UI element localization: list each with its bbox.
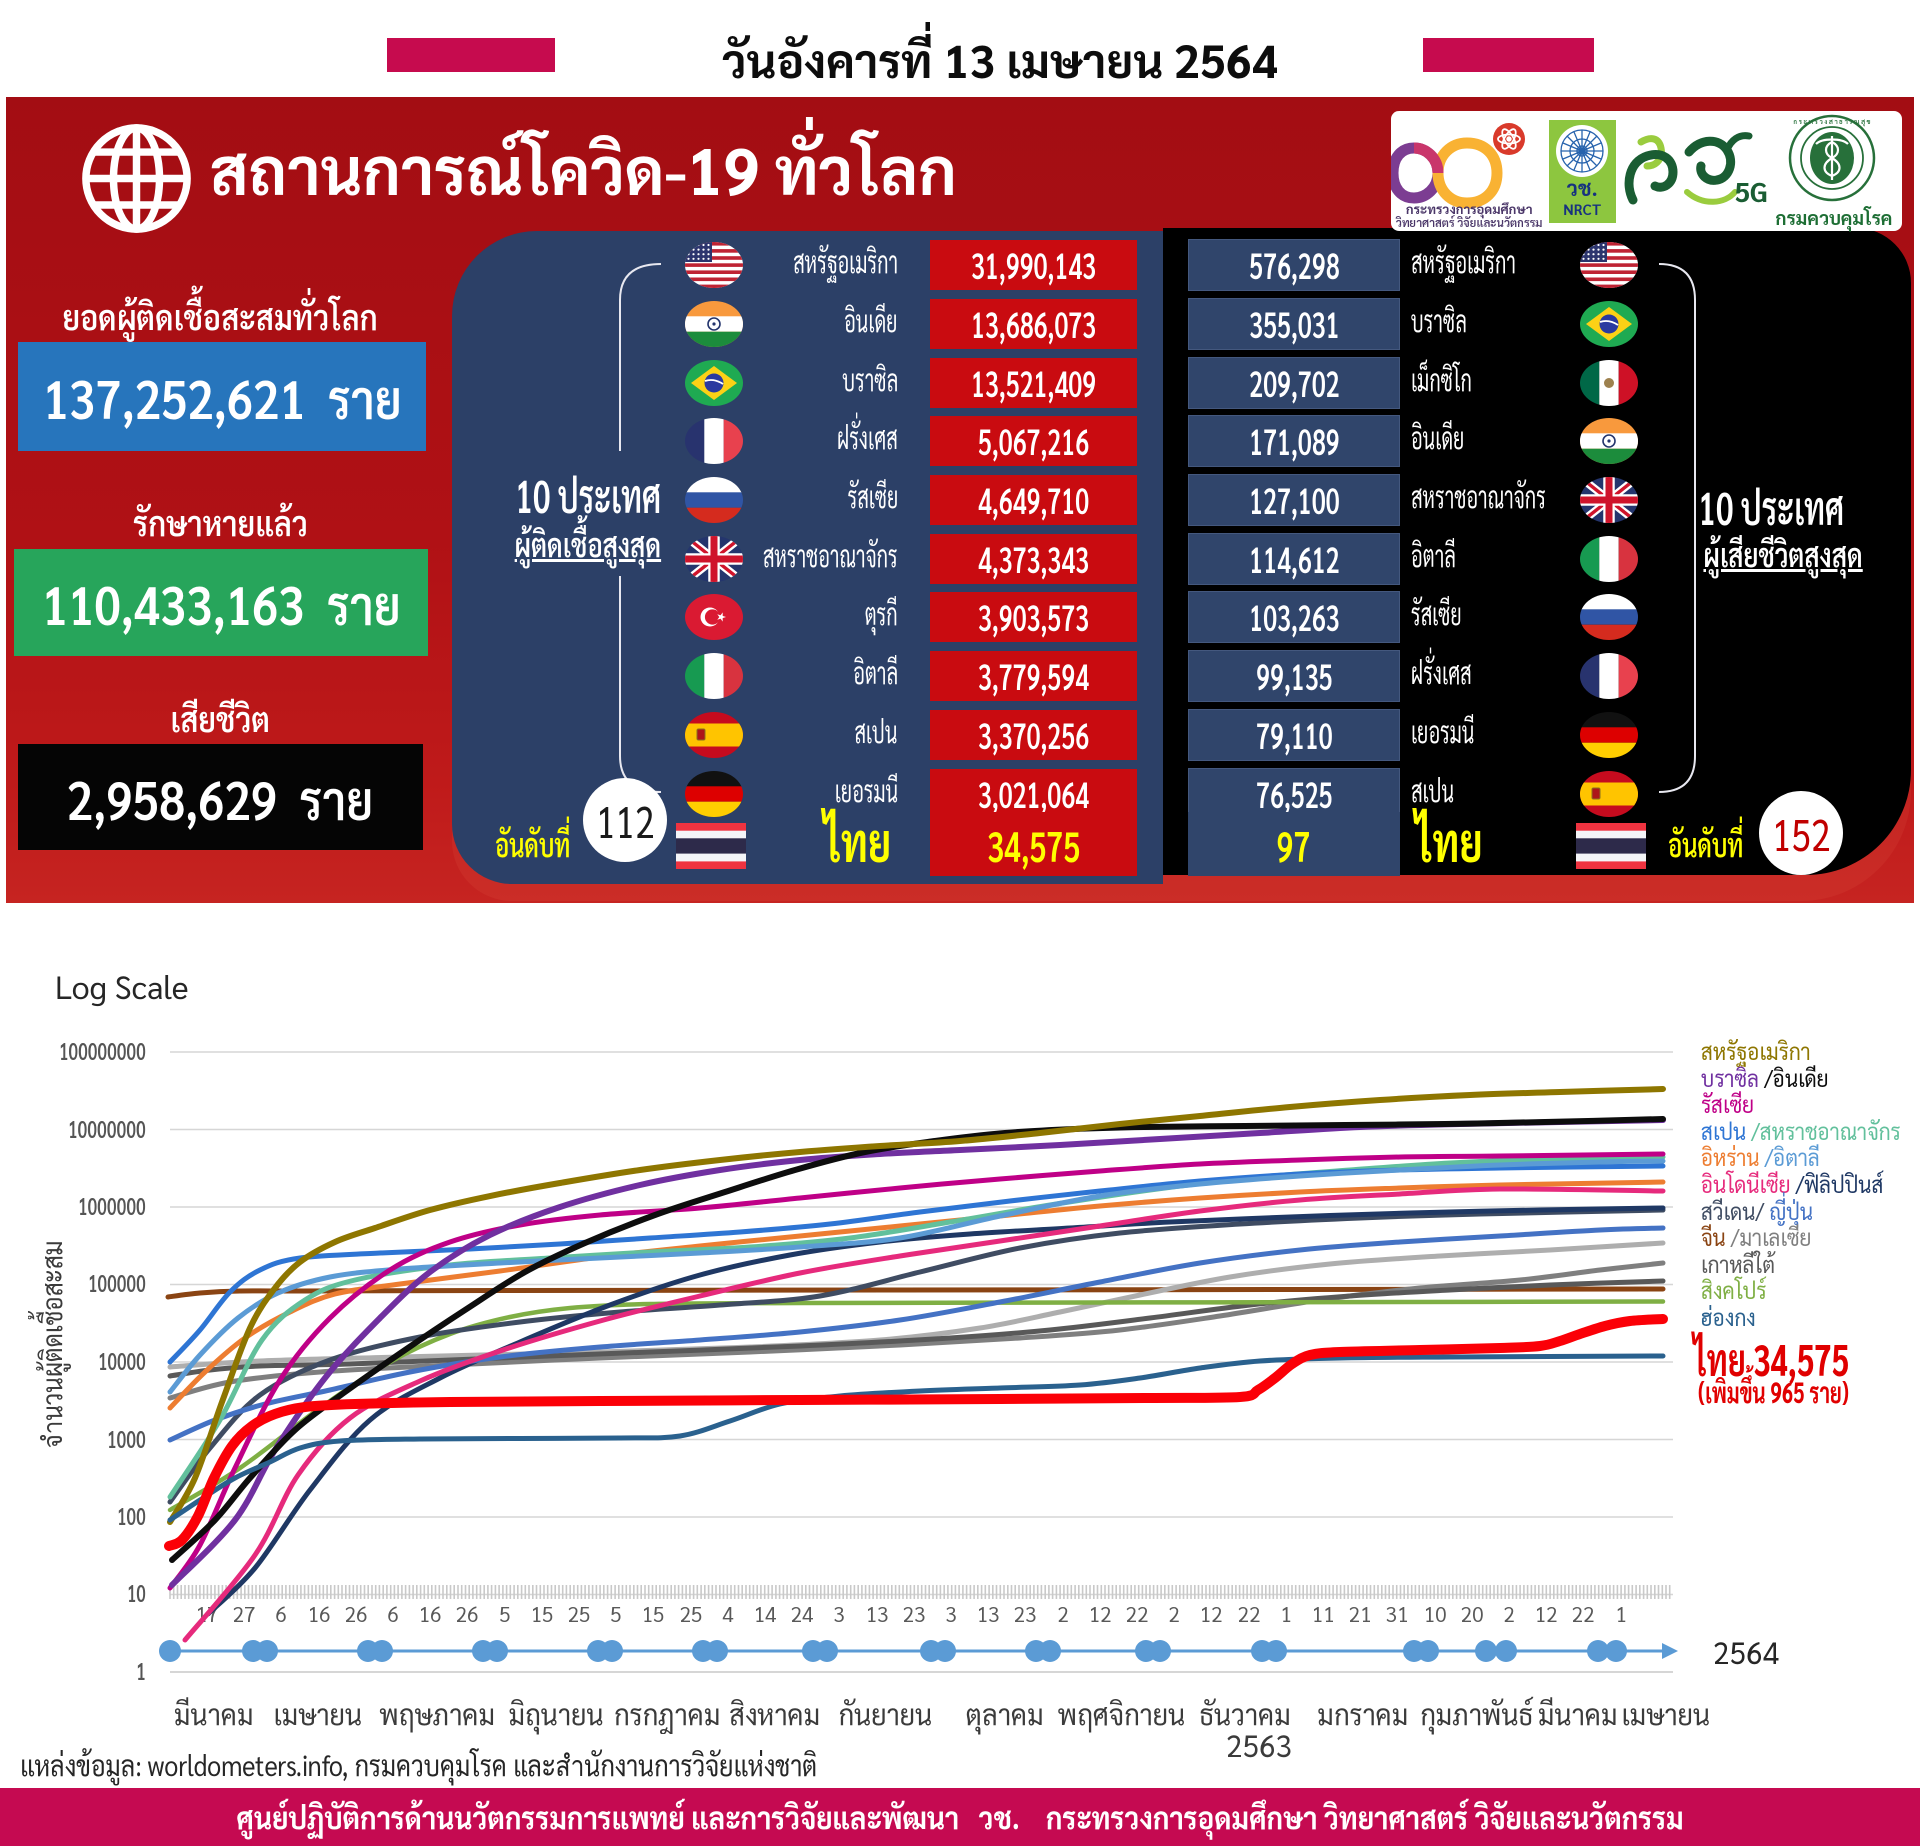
svg-text:4: 4 bbox=[722, 1600, 734, 1627]
svg-text:10: 10 bbox=[1423, 1600, 1446, 1627]
svg-text:1: 1 bbox=[136, 1654, 146, 1686]
svg-text:100000: 100000 bbox=[88, 1266, 146, 1298]
svg-text:26: 26 bbox=[455, 1600, 478, 1627]
svg-text:6: 6 bbox=[275, 1600, 287, 1627]
svg-text:100000000: 100000000 bbox=[59, 1034, 146, 1066]
svg-text:22: 22 bbox=[1571, 1600, 1594, 1627]
svg-text:100: 100 bbox=[117, 1499, 146, 1531]
svg-text:27: 27 bbox=[232, 1600, 255, 1627]
svg-text:20: 20 bbox=[1460, 1600, 1483, 1627]
svg-text:6: 6 bbox=[387, 1600, 399, 1627]
svg-text:16: 16 bbox=[307, 1600, 330, 1627]
svg-text:14: 14 bbox=[753, 1600, 776, 1627]
svg-text:1: 1 bbox=[1615, 1600, 1627, 1627]
svg-text:2: 2 bbox=[1057, 1600, 1069, 1627]
svg-text:10: 10 bbox=[127, 1576, 146, 1608]
svg-text:16: 16 bbox=[418, 1600, 441, 1627]
svg-text:5G: 5G bbox=[1735, 174, 1768, 209]
svg-text:22: 22 bbox=[1237, 1600, 1260, 1627]
svg-text:23: 23 bbox=[902, 1600, 925, 1627]
svg-text:15: 15 bbox=[530, 1600, 553, 1627]
svg-text:วิทยาศาสตร์ วิจัยและนวัตกรรม: วิทยาศาสตร์ วิจัยและนวัตกรรม bbox=[1396, 215, 1543, 230]
svg-text:1000: 1000 bbox=[107, 1422, 146, 1454]
svg-text:10000: 10000 bbox=[98, 1344, 146, 1376]
svg-text:25: 25 bbox=[567, 1600, 590, 1627]
svg-text:13: 13 bbox=[976, 1600, 999, 1627]
svg-text:11: 11 bbox=[1311, 1600, 1334, 1627]
svg-text:2: 2 bbox=[1503, 1600, 1515, 1627]
svg-text:1000000: 1000000 bbox=[78, 1189, 146, 1221]
svg-text:3: 3 bbox=[945, 1600, 957, 1627]
svg-text:26: 26 bbox=[344, 1600, 367, 1627]
svg-text:15: 15 bbox=[641, 1600, 664, 1627]
svg-text:10000000: 10000000 bbox=[68, 1112, 146, 1144]
svg-text:22: 22 bbox=[1125, 1600, 1148, 1627]
svg-text:วช.: วช. bbox=[1567, 174, 1598, 201]
svg-text:2563: 2563 bbox=[1226, 1725, 1292, 1764]
svg-text:2: 2 bbox=[1168, 1600, 1180, 1627]
svg-text:31: 31 bbox=[1385, 1600, 1408, 1627]
svg-text:25: 25 bbox=[679, 1600, 702, 1627]
svg-text:12: 12 bbox=[1088, 1600, 1111, 1627]
svg-text:กระทรวงการอุดมศึกษา: กระทรวงการอุดมศึกษา bbox=[1406, 200, 1533, 219]
svg-text:ก ร ะ ท ร ว ง ส า ธ า ร ณ สุ ข: ก ร ะ ท ร ว ง ส า ธ า ร ณ สุ ข bbox=[1792, 117, 1870, 127]
svg-text:21: 21 bbox=[1348, 1600, 1371, 1627]
svg-text:24: 24 bbox=[790, 1600, 813, 1627]
svg-text:NRCT: NRCT bbox=[1563, 200, 1601, 219]
svg-text:12: 12 bbox=[1199, 1600, 1222, 1627]
svg-text:23: 23 bbox=[1013, 1600, 1036, 1627]
svg-text:2564: 2564 bbox=[1713, 1632, 1779, 1671]
svg-text:5: 5 bbox=[499, 1600, 511, 1627]
svg-text:กรมควบคุมโรค: กรมควบคุมโรค bbox=[1776, 206, 1893, 232]
svg-text:5: 5 bbox=[610, 1600, 622, 1627]
svg-text:13: 13 bbox=[865, 1600, 888, 1627]
svg-text:3: 3 bbox=[833, 1600, 845, 1627]
svg-text:1: 1 bbox=[1280, 1600, 1292, 1627]
svg-text:12: 12 bbox=[1534, 1600, 1557, 1627]
